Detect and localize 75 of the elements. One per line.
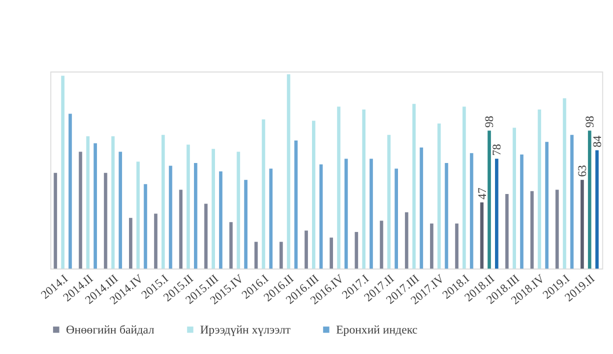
bar bbox=[437, 124, 441, 269]
bar bbox=[337, 106, 340, 269]
bar bbox=[462, 106, 466, 269]
bar bbox=[104, 172, 108, 269]
data-label: 63 bbox=[575, 165, 590, 177]
bar bbox=[470, 153, 474, 269]
bar bbox=[86, 136, 90, 269]
bar bbox=[570, 134, 574, 269]
bar bbox=[545, 142, 549, 269]
bar bbox=[118, 152, 122, 269]
bar bbox=[595, 150, 599, 269]
bar bbox=[394, 168, 398, 269]
bar bbox=[420, 147, 424, 269]
bar bbox=[312, 120, 316, 269]
bar bbox=[269, 168, 273, 269]
bar bbox=[362, 109, 366, 269]
bar bbox=[444, 162, 448, 269]
bar bbox=[204, 204, 208, 269]
bar bbox=[380, 220, 384, 269]
bar bbox=[588, 130, 592, 269]
bar bbox=[286, 74, 290, 269]
bar bbox=[505, 194, 509, 269]
bar bbox=[455, 224, 458, 269]
bar bbox=[562, 98, 566, 269]
bar bbox=[154, 214, 158, 269]
bar bbox=[262, 119, 266, 269]
bar bbox=[495, 158, 498, 269]
bar bbox=[168, 166, 172, 269]
bar bbox=[512, 128, 516, 269]
legend-label: Еронхий индекс bbox=[336, 322, 418, 337]
bar bbox=[294, 140, 298, 269]
data-label: 78 bbox=[490, 144, 504, 156]
bar bbox=[244, 180, 248, 269]
bar bbox=[144, 184, 148, 269]
bar bbox=[179, 190, 182, 269]
bar bbox=[229, 222, 233, 269]
bar bbox=[68, 114, 72, 269]
bar bbox=[186, 144, 190, 269]
legend-label: Өнөөгийн байдал bbox=[66, 322, 154, 337]
bar bbox=[161, 134, 165, 269]
bar bbox=[319, 164, 323, 269]
bar bbox=[236, 152, 240, 269]
bar bbox=[488, 130, 491, 269]
bar bbox=[219, 171, 222, 269]
data-label: 84 bbox=[590, 135, 604, 148]
bar bbox=[136, 162, 140, 269]
bar bbox=[480, 202, 484, 269]
data-label: 98 bbox=[582, 116, 597, 128]
bar bbox=[354, 232, 358, 269]
bar bbox=[387, 134, 391, 269]
bar bbox=[412, 104, 416, 269]
bar bbox=[344, 158, 348, 269]
bar bbox=[212, 148, 215, 269]
bar bbox=[530, 191, 534, 269]
data-label: 47 bbox=[474, 188, 489, 200]
bar bbox=[580, 180, 584, 269]
bar bbox=[280, 242, 283, 269]
bar bbox=[61, 76, 64, 269]
bar bbox=[330, 238, 334, 269]
data-label: 98 bbox=[482, 116, 496, 128]
bar bbox=[194, 162, 198, 269]
bar bbox=[370, 158, 373, 269]
bar bbox=[254, 242, 258, 269]
bar bbox=[128, 218, 132, 269]
bar bbox=[94, 143, 97, 269]
bar bbox=[538, 109, 542, 269]
bar bbox=[304, 230, 308, 269]
bar bbox=[430, 224, 434, 269]
bar bbox=[555, 190, 559, 269]
bar bbox=[78, 152, 82, 269]
bar bbox=[520, 154, 524, 269]
legend-label: Ирээдүйн хүлээлт bbox=[200, 322, 291, 337]
bar bbox=[404, 212, 408, 269]
bar bbox=[54, 172, 58, 269]
bar bbox=[111, 136, 115, 269]
